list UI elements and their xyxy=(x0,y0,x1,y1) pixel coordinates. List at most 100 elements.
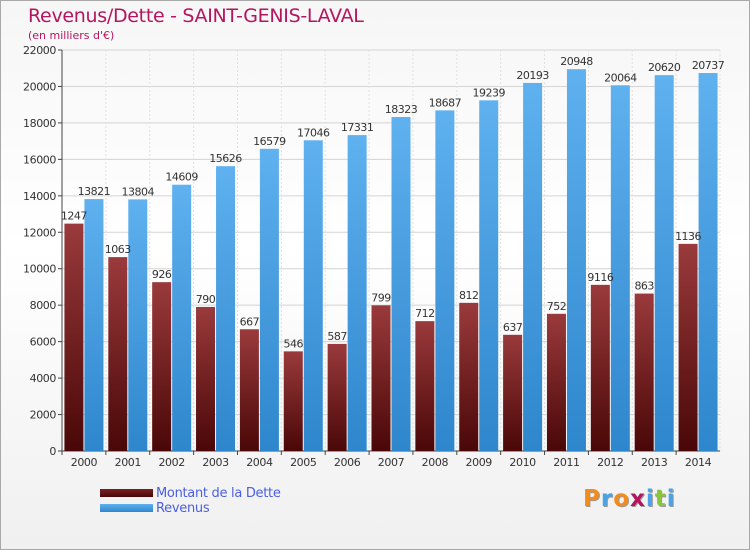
y-tick-label-20000: 20000 xyxy=(23,80,56,93)
value-label-revenus-2001: 13804 xyxy=(122,185,155,198)
y-tick-label-18000: 18000 xyxy=(23,117,56,130)
y-tick-label-2000: 2000 xyxy=(30,409,57,422)
bar-dette-2001 xyxy=(108,257,128,451)
value-label-revenus-2004: 16579 xyxy=(253,135,286,148)
x-tick-label-2014: 2014 xyxy=(685,456,712,469)
bar-dette-2004 xyxy=(239,329,259,451)
value-label-revenus-2000: 13821 xyxy=(78,185,111,198)
value-labels: 1247 13821 1063 13804 926 14609 790 15626 667 165… xyxy=(61,55,725,350)
bar-revenus-2007 xyxy=(391,117,411,452)
chart-title: Revenus/Dette - SAINT-GENIS-LAVAL xyxy=(28,5,364,27)
bar-dette-2002 xyxy=(152,282,172,451)
value-label-revenus-2002: 14609 xyxy=(165,171,198,184)
bar-dette-2013 xyxy=(634,293,654,451)
bar-dette-2014 xyxy=(678,243,698,451)
proxiti-logo: Proxiti xyxy=(583,486,676,512)
bar-dette-2010 xyxy=(503,334,523,451)
value-label-revenus-2009: 19239 xyxy=(472,86,505,99)
bar-revenus-2008 xyxy=(435,110,455,451)
logo-letter: t xyxy=(654,486,667,512)
x-tick-label-2000: 2000 xyxy=(71,456,98,469)
bars xyxy=(64,69,718,452)
bar-dette-2008 xyxy=(415,321,435,451)
value-label-dette-2014: 1136 xyxy=(675,230,701,243)
y-tick-label-10000: 10000 xyxy=(23,263,56,276)
y-tick-label-0: 0 xyxy=(49,445,56,458)
bar-revenus-2012 xyxy=(610,85,630,452)
y-tick-label-22000: 22000 xyxy=(23,44,56,57)
bar-dette-2006 xyxy=(327,343,347,451)
value-label-dette-2007: 799 xyxy=(371,291,391,304)
x-tick-label-2011: 2011 xyxy=(553,456,579,469)
x-tick-label-2004: 2004 xyxy=(246,456,273,469)
y-tick-label-8000: 8000 xyxy=(30,299,57,312)
value-label-dette-2013: 863 xyxy=(634,280,654,293)
value-label-revenus-2003: 15626 xyxy=(209,152,242,165)
value-label-revenus-2008: 18687 xyxy=(429,96,462,109)
value-label-revenus-2007: 18323 xyxy=(385,103,418,116)
value-label-revenus-2005: 17046 xyxy=(297,126,330,139)
y-tick-label-16000: 16000 xyxy=(23,153,56,166)
value-label-revenus-2013: 20620 xyxy=(648,61,681,74)
value-label-dette-2002: 926 xyxy=(152,268,172,281)
value-label-dette-2003: 790 xyxy=(196,293,216,306)
logo-letter: r xyxy=(600,486,614,512)
bar-dette-2009 xyxy=(459,302,479,451)
bar-revenus-2005 xyxy=(303,140,323,451)
value-label-revenus-2014: 20737 xyxy=(692,59,725,72)
value-label-dette-2005: 546 xyxy=(284,337,304,350)
x-tick-label-2002: 2002 xyxy=(158,456,184,469)
bar-revenus-2001 xyxy=(128,199,148,451)
legend-swatch-dette xyxy=(100,489,153,497)
y-tick-label-4000: 4000 xyxy=(30,372,57,385)
value-label-dette-2010: 637 xyxy=(503,321,523,334)
x-tick-label-2006: 2006 xyxy=(334,456,361,469)
legend-label-revenus: Revenus xyxy=(156,501,210,516)
bar-dette-2011 xyxy=(546,313,566,451)
bar-revenus-2000 xyxy=(84,199,104,451)
y-tick-label-6000: 6000 xyxy=(30,336,57,349)
value-label-revenus-2010: 20193 xyxy=(516,69,549,82)
value-label-dette-2004: 667 xyxy=(240,315,260,328)
grid-lines xyxy=(61,49,721,452)
value-label-dette-2006: 587 xyxy=(327,330,347,343)
bar-revenus-2010 xyxy=(523,82,543,452)
value-label-revenus-2006: 17331 xyxy=(341,121,374,134)
y-tick-label-14000: 14000 xyxy=(23,190,56,203)
logo-letter: P xyxy=(583,486,601,512)
logo-letter: i xyxy=(645,486,655,512)
value-label-revenus-2012: 20064 xyxy=(604,71,637,84)
bar-revenus-2014 xyxy=(698,73,718,451)
value-label-dette-2000: 1247 xyxy=(61,210,87,223)
x-tick-label-2001: 2001 xyxy=(115,456,141,469)
value-label-dette-2008: 712 xyxy=(415,307,435,320)
x-tick-label-2005: 2005 xyxy=(290,456,317,469)
x-tick-label-2009: 2009 xyxy=(466,456,493,469)
value-label-revenus-2011: 20948 xyxy=(560,55,593,68)
bar-dette-2003 xyxy=(196,306,216,451)
logo-letter: x xyxy=(630,486,646,512)
value-label-dette-2011: 752 xyxy=(547,300,567,313)
legend-swatch-revenus xyxy=(100,504,153,512)
logo-letter: o xyxy=(613,486,631,512)
bar-revenus-2009 xyxy=(479,100,499,451)
chart-subtitle: (en milliers d'€) xyxy=(28,29,115,42)
x-tick-label-2008: 2008 xyxy=(422,456,449,469)
x-tick-label-2007: 2007 xyxy=(378,456,405,469)
bar-revenus-2002 xyxy=(172,184,192,451)
logo-letter: i xyxy=(666,486,676,512)
x-tick-label-2012: 2012 xyxy=(597,456,623,469)
bar-dette-2007 xyxy=(371,305,391,451)
bar-revenus-2004 xyxy=(259,148,279,451)
y-tick-label-12000: 12000 xyxy=(23,226,56,239)
value-label-dette-2001: 1063 xyxy=(105,243,131,256)
bar-revenus-2003 xyxy=(216,166,236,451)
legend-label-dette: Montant de la Dette xyxy=(156,486,281,501)
value-label-dette-2012: 9116 xyxy=(587,271,613,284)
bar-dette-2005 xyxy=(283,351,303,451)
x-tick-label-2013: 2013 xyxy=(641,456,668,469)
bar-revenus-2013 xyxy=(654,75,674,452)
value-label-dette-2009: 812 xyxy=(459,289,479,302)
bar-dette-2000 xyxy=(64,223,84,451)
